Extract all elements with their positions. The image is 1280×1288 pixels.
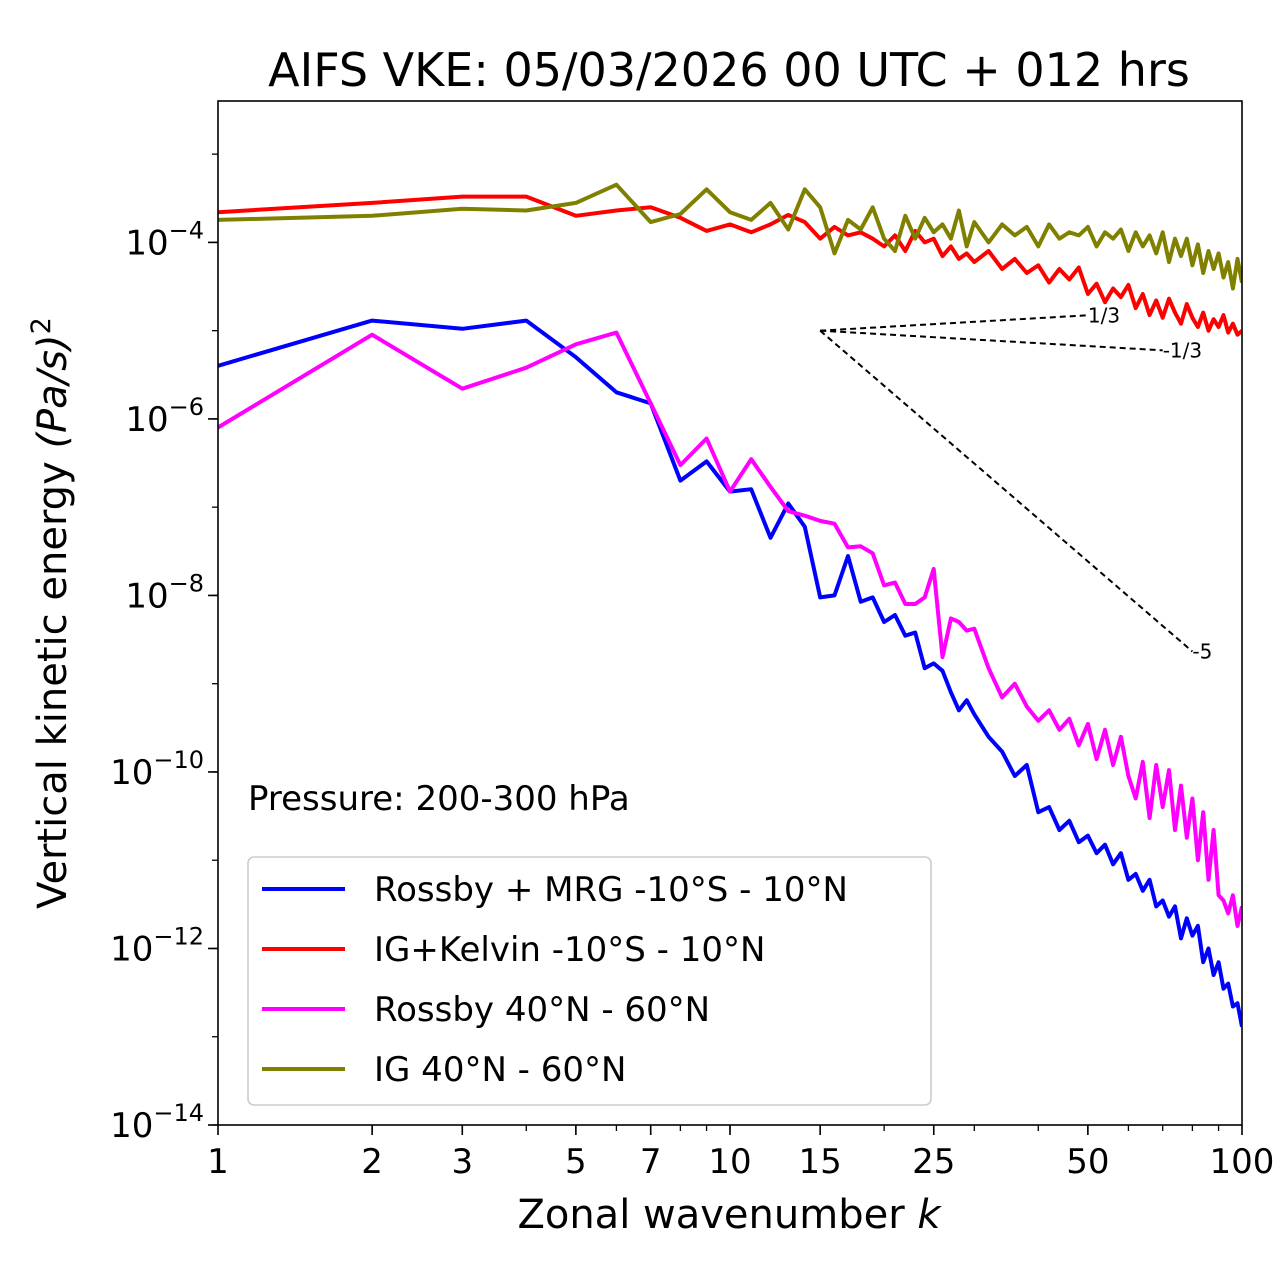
y-tick-label: 10−12: [110, 922, 204, 969]
series-line-3: [218, 330, 1242, 928]
x-axis-label: Zonal wavenumber k: [517, 1192, 942, 1238]
x-tick-label: 10: [708, 1142, 751, 1182]
legend: Rossby + MRG -10°S - 10°N IG+Kelvin -10°S…: [247, 856, 932, 1106]
y-tick-label: 10−14: [110, 1099, 204, 1146]
slope-line-3: [819, 329, 1194, 653]
x-tick-label: 15: [799, 1142, 842, 1182]
legend-label-2: IG+Kelvin -10°S - 10°N: [374, 930, 765, 970]
slope-label-2: -1/3: [1163, 338, 1202, 362]
slope-label-1: 1/3: [1088, 303, 1120, 327]
legend-label-3: Rossby 40°N - 60°N: [374, 990, 710, 1030]
series-line-1: [218, 318, 1242, 1028]
reference-slope-layer: 1/3 -1/3 -5: [819, 303, 1212, 663]
y-tick-label: 10−10: [110, 746, 204, 793]
y-tick-label: 10−6: [125, 393, 204, 440]
x-tick-label: 50: [1066, 1142, 1109, 1182]
slope-label-3: -5: [1192, 639, 1212, 663]
series-layer: [218, 182, 1242, 1028]
x-tick-label: 2: [361, 1142, 383, 1182]
x-tick-label: 5: [565, 1142, 587, 1182]
legend-label-4: IG 40°N - 60°N: [374, 1050, 626, 1090]
y-axis: 10−4 10−6 10−8 10−10 10−12 10−14: [110, 153, 218, 1146]
x-tick-label: 1: [207, 1142, 229, 1182]
pressure-annotation: Pressure: 200-300 hPa: [248, 779, 630, 819]
y-tick-label: 10−4: [125, 216, 204, 263]
series-line-2: [218, 194, 1242, 337]
x-tick-label: 100: [1210, 1142, 1275, 1182]
chart-title: AIFS VKE: 05/03/2026 00 UTC + 012 hrs: [268, 43, 1190, 97]
slope-line-2: [820, 329, 1163, 352]
x-tick-label: 25: [912, 1142, 955, 1182]
x-axis: 1 2 3 5 7 10 15 25 50 100: [207, 1125, 1274, 1182]
y-axis-label: Vertical kinetic energy (Pa/s)2: [26, 317, 76, 909]
x-tick-label: 3: [451, 1142, 473, 1182]
legend-label-1: Rossby + MRG -10°S - 10°N: [374, 870, 848, 910]
series-line-4: [218, 182, 1242, 291]
legend-box: [247, 856, 932, 1106]
slope-line-1: [820, 314, 1088, 332]
y-tick-label: 10−8: [125, 569, 204, 616]
x-tick-label: 7: [640, 1142, 662, 1182]
